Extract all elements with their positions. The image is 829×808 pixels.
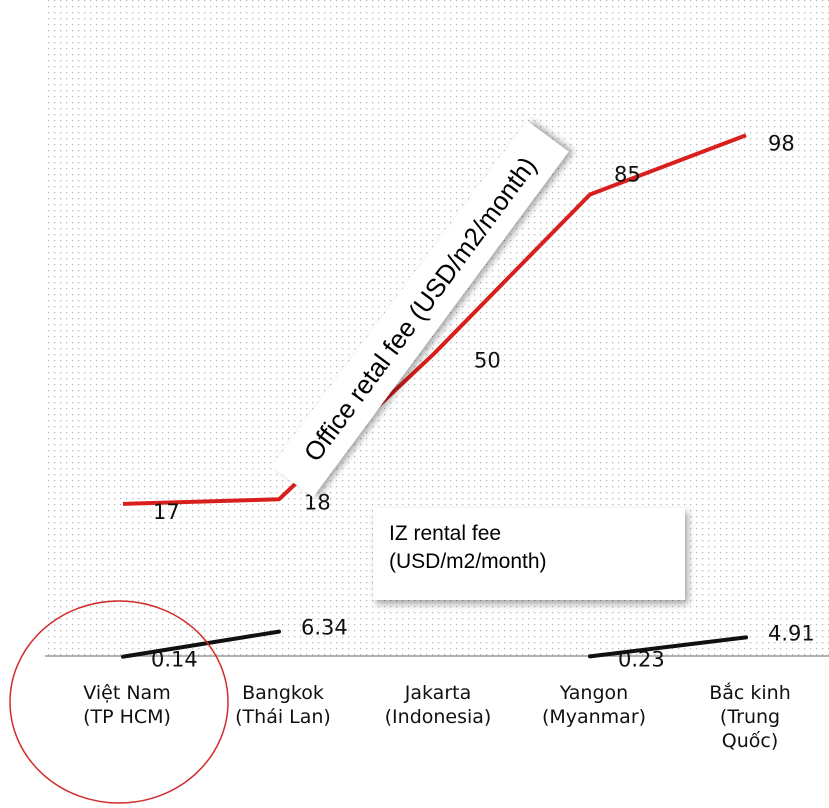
iz-series-callout: IZ rental fee (USD/m2/month)	[373, 508, 685, 600]
office-fee-data-label: 98	[768, 131, 795, 155]
iz-callout-line-1: IZ rental fee	[389, 522, 502, 545]
iz-callout-line-2: (USD/m2/month)	[389, 550, 547, 573]
series-layer	[121, 133, 748, 659]
highlight-circle	[9, 600, 229, 804]
iz-fee-series-line	[121, 629, 281, 659]
office-fee-series-line	[122, 133, 747, 506]
iz-fee-data-label: 4.91	[768, 621, 815, 645]
x-tick-labels: Việt Nam (TP HCM) Bangkok (Thái Lan) Jakarta…	[83, 681, 791, 752]
iz-fee-series-line	[588, 635, 748, 659]
office-fee-data-label: 50	[474, 349, 501, 373]
iz-fee-data-label: 0.14	[151, 648, 198, 672]
iz-fee-data-label: 6.34	[301, 616, 348, 640]
x-tick-label: Jakarta (Indonesia)	[385, 682, 492, 728]
x-tick-label: Bangkok (Thái Lan)	[235, 682, 331, 728]
x-tick-label: Bắc kinh (Trung Quốc)	[709, 681, 791, 752]
office-fee-data-label: 85	[614, 162, 641, 186]
x-tick-label: Yangon (Myanmar)	[542, 682, 646, 728]
x-tick-label: Việt Nam (TP HCM)	[83, 682, 171, 728]
office-fee-data-label: 17	[153, 500, 180, 524]
iz-fee-data-label: 0.23	[618, 647, 665, 671]
